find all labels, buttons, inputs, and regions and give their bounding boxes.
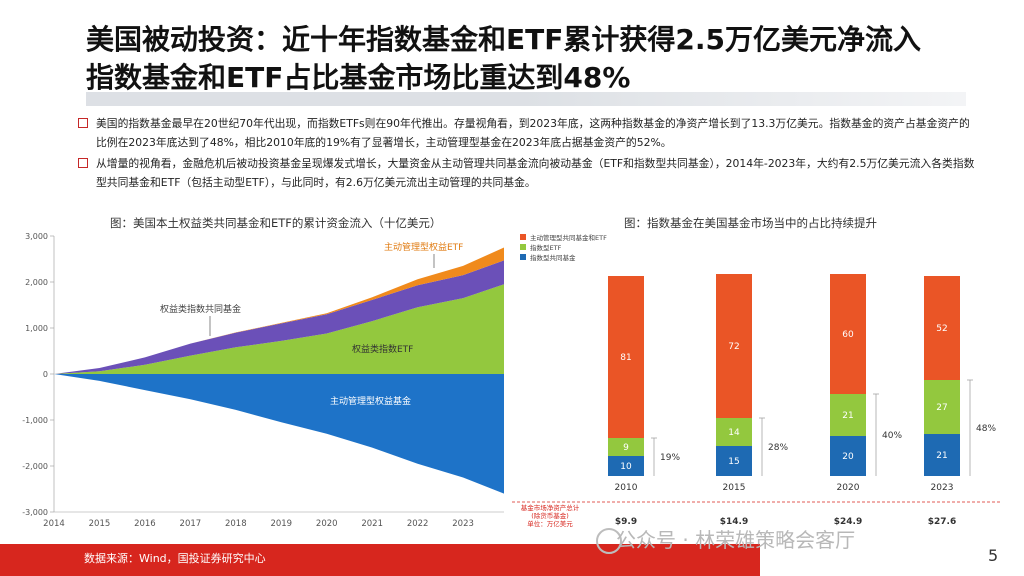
legend-swatch	[520, 244, 526, 250]
y-tick-label: -2,000	[22, 462, 48, 471]
total-row-label: 基金市场净资产总计	[521, 503, 580, 512]
share-label: 40%	[882, 431, 902, 441]
label-index-etf: 权益类指数ETF	[352, 343, 413, 355]
bar-segment	[830, 394, 866, 436]
x-category-label: 2015	[723, 483, 746, 493]
footer-bar	[0, 544, 760, 576]
legend-label: 指数型共同基金	[530, 253, 576, 262]
x-tick-label: 2023	[452, 519, 474, 529]
x-tick-label: 2016	[134, 519, 156, 529]
bar-value-label: 10	[620, 462, 632, 472]
bullet-box-icon	[78, 114, 96, 152]
label-index-mf: 权益类指数共同基金	[160, 303, 241, 315]
y-tick-label: 3,000	[25, 232, 48, 241]
y-tick-label: -3,000	[22, 508, 48, 517]
bar-segment	[830, 274, 866, 394]
legend-swatch	[520, 254, 526, 260]
bar-segment	[716, 418, 752, 446]
share-label: 19%	[660, 453, 680, 463]
x-category-label: 2023	[931, 483, 954, 493]
bar-value-label: 21	[842, 411, 853, 421]
bar-value-label: 72	[728, 342, 739, 352]
legend-label: 指数型ETF	[530, 243, 562, 252]
page-number: 5	[988, 546, 999, 565]
bullet-item: 从增量的视角看，金融危机后被动投资基金呈现爆发式增长，大量资金从主动管理共同基金…	[78, 154, 978, 192]
x-tick-label: 2017	[180, 519, 202, 529]
bullet-list: 美国的指数基金最早在20世纪70年代出现，而指数ETFs则在90年代推出。存量视…	[78, 114, 978, 194]
page-subtitle: 指数基金和ETF占比基金市场比重达到48%	[86, 61, 631, 94]
x-tick-label: 2021	[361, 519, 383, 529]
label-active-etf: 主动管理型权益ETF	[384, 241, 463, 253]
total-row-label: 单位：万亿美元	[527, 519, 573, 528]
legend-swatch	[520, 234, 526, 240]
bar-segment	[716, 446, 752, 476]
bar-segment	[924, 380, 960, 434]
area-active-mf	[54, 374, 504, 494]
bar-value-label: 27	[936, 403, 947, 413]
y-tick-label: 2,000	[25, 278, 48, 287]
share-label: 28%	[768, 443, 788, 453]
bullet-box-icon	[78, 154, 96, 192]
page-title: 美国被动投资：近十年指数基金和ETF累计获得2.5万亿美元净流入	[86, 23, 921, 56]
bar-value-label: 9	[623, 443, 629, 453]
total-row-label: (除货币基金)	[531, 511, 569, 520]
x-category-label: 2010	[615, 483, 638, 493]
bullet-item: 美国的指数基金最早在20世纪70年代出现，而指数ETFs则在90年代推出。存量视…	[78, 114, 978, 152]
bar-segment	[608, 276, 644, 438]
bar-segment	[608, 438, 644, 456]
bar-value-label: 81	[620, 353, 631, 363]
x-tick-label: 2020	[316, 519, 338, 529]
left-chart-title: 图：美国本土权益类共同基金和ETF的累计资金流入（十亿美元）	[110, 216, 442, 230]
bar-value-label: 14	[728, 428, 740, 438]
bar-value-label: 21	[936, 451, 947, 461]
y-tick-label: -1,000	[22, 416, 48, 425]
share-label: 48%	[976, 424, 996, 434]
bullet-text: 美国的指数基金最早在20世纪70年代出现，而指数ETFs则在90年代推出。存量视…	[96, 117, 970, 149]
right-chart-title: 图：指数基金在美国基金市场当中的占比持续提升	[624, 216, 877, 230]
x-tick-label: 2015	[89, 519, 111, 529]
bullet-text: 从增量的视角看，金融危机后被动投资基金呈现爆发式增长，大量资金从主动管理共同基金…	[96, 157, 975, 189]
bar-segment	[608, 456, 644, 476]
bar-value-label: 52	[936, 324, 947, 334]
total-value: $14.9	[720, 517, 748, 527]
bar-value-label: 20	[842, 452, 854, 462]
bar-value-label: 60	[842, 330, 854, 340]
data-source: 数据来源：Wind，国投证券研究中心	[84, 552, 266, 565]
x-tick-label: 2019	[270, 519, 292, 529]
label-active-mf: 主动管理型权益基金	[330, 395, 411, 407]
watermark: 公众号 · 林荣雄策略会客厅	[616, 528, 856, 552]
bar-value-label: 15	[728, 457, 739, 467]
bar-segment	[716, 274, 752, 418]
area-index-etf	[54, 284, 504, 374]
x-tick-label: 2022	[407, 519, 429, 529]
y-tick-label: 0	[43, 370, 48, 379]
bar-segment	[830, 436, 866, 476]
total-value: $24.9	[834, 517, 862, 527]
bar-segment	[924, 276, 960, 380]
bar-segment	[924, 434, 960, 476]
total-value: $9.9	[615, 517, 637, 527]
x-tick-label: 2018	[225, 519, 247, 529]
x-tick-label: 2014	[43, 519, 65, 529]
total-value: $27.6	[928, 517, 956, 527]
title-highlight	[86, 92, 966, 106]
y-tick-label: 1,000	[25, 324, 48, 333]
cumulative-flow-area-chart: 3,000 2,000 1,000 0 -1,000 -2,000 -3,000 2014 20…	[22, 232, 504, 529]
x-category-label: 2020	[837, 483, 860, 493]
legend-label: 主动管理型共同基金和ETF	[530, 233, 607, 242]
wechat-icon	[596, 528, 622, 554]
